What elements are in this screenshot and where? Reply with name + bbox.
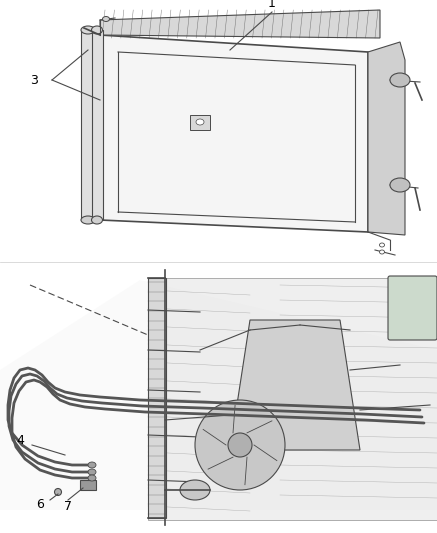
- Ellipse shape: [91, 26, 103, 34]
- Circle shape: [195, 400, 285, 490]
- Text: 4: 4: [16, 433, 24, 447]
- Circle shape: [228, 433, 252, 457]
- FancyBboxPatch shape: [388, 276, 437, 340]
- Ellipse shape: [81, 216, 95, 224]
- Ellipse shape: [379, 243, 385, 247]
- Polygon shape: [100, 10, 380, 38]
- Ellipse shape: [379, 250, 385, 254]
- Polygon shape: [148, 278, 437, 520]
- Ellipse shape: [390, 178, 410, 192]
- Ellipse shape: [88, 462, 96, 468]
- Bar: [80, 480, 96, 490]
- Bar: [81, 30, 95, 220]
- Polygon shape: [0, 280, 437, 510]
- Ellipse shape: [55, 489, 62, 496]
- Text: 7: 7: [64, 500, 72, 513]
- Ellipse shape: [180, 480, 210, 500]
- Bar: [92, 30, 103, 220]
- Ellipse shape: [390, 73, 410, 87]
- Polygon shape: [368, 42, 405, 235]
- Bar: [148, 278, 166, 518]
- Text: 6: 6: [36, 498, 44, 512]
- Ellipse shape: [88, 475, 96, 481]
- Polygon shape: [100, 35, 368, 232]
- Ellipse shape: [91, 216, 103, 224]
- Text: 1: 1: [268, 0, 276, 10]
- Ellipse shape: [88, 469, 96, 475]
- Text: 3: 3: [30, 74, 38, 86]
- Ellipse shape: [196, 119, 204, 125]
- Ellipse shape: [81, 26, 95, 34]
- Bar: [190, 115, 210, 130]
- Polygon shape: [230, 320, 360, 450]
- Ellipse shape: [103, 17, 110, 21]
